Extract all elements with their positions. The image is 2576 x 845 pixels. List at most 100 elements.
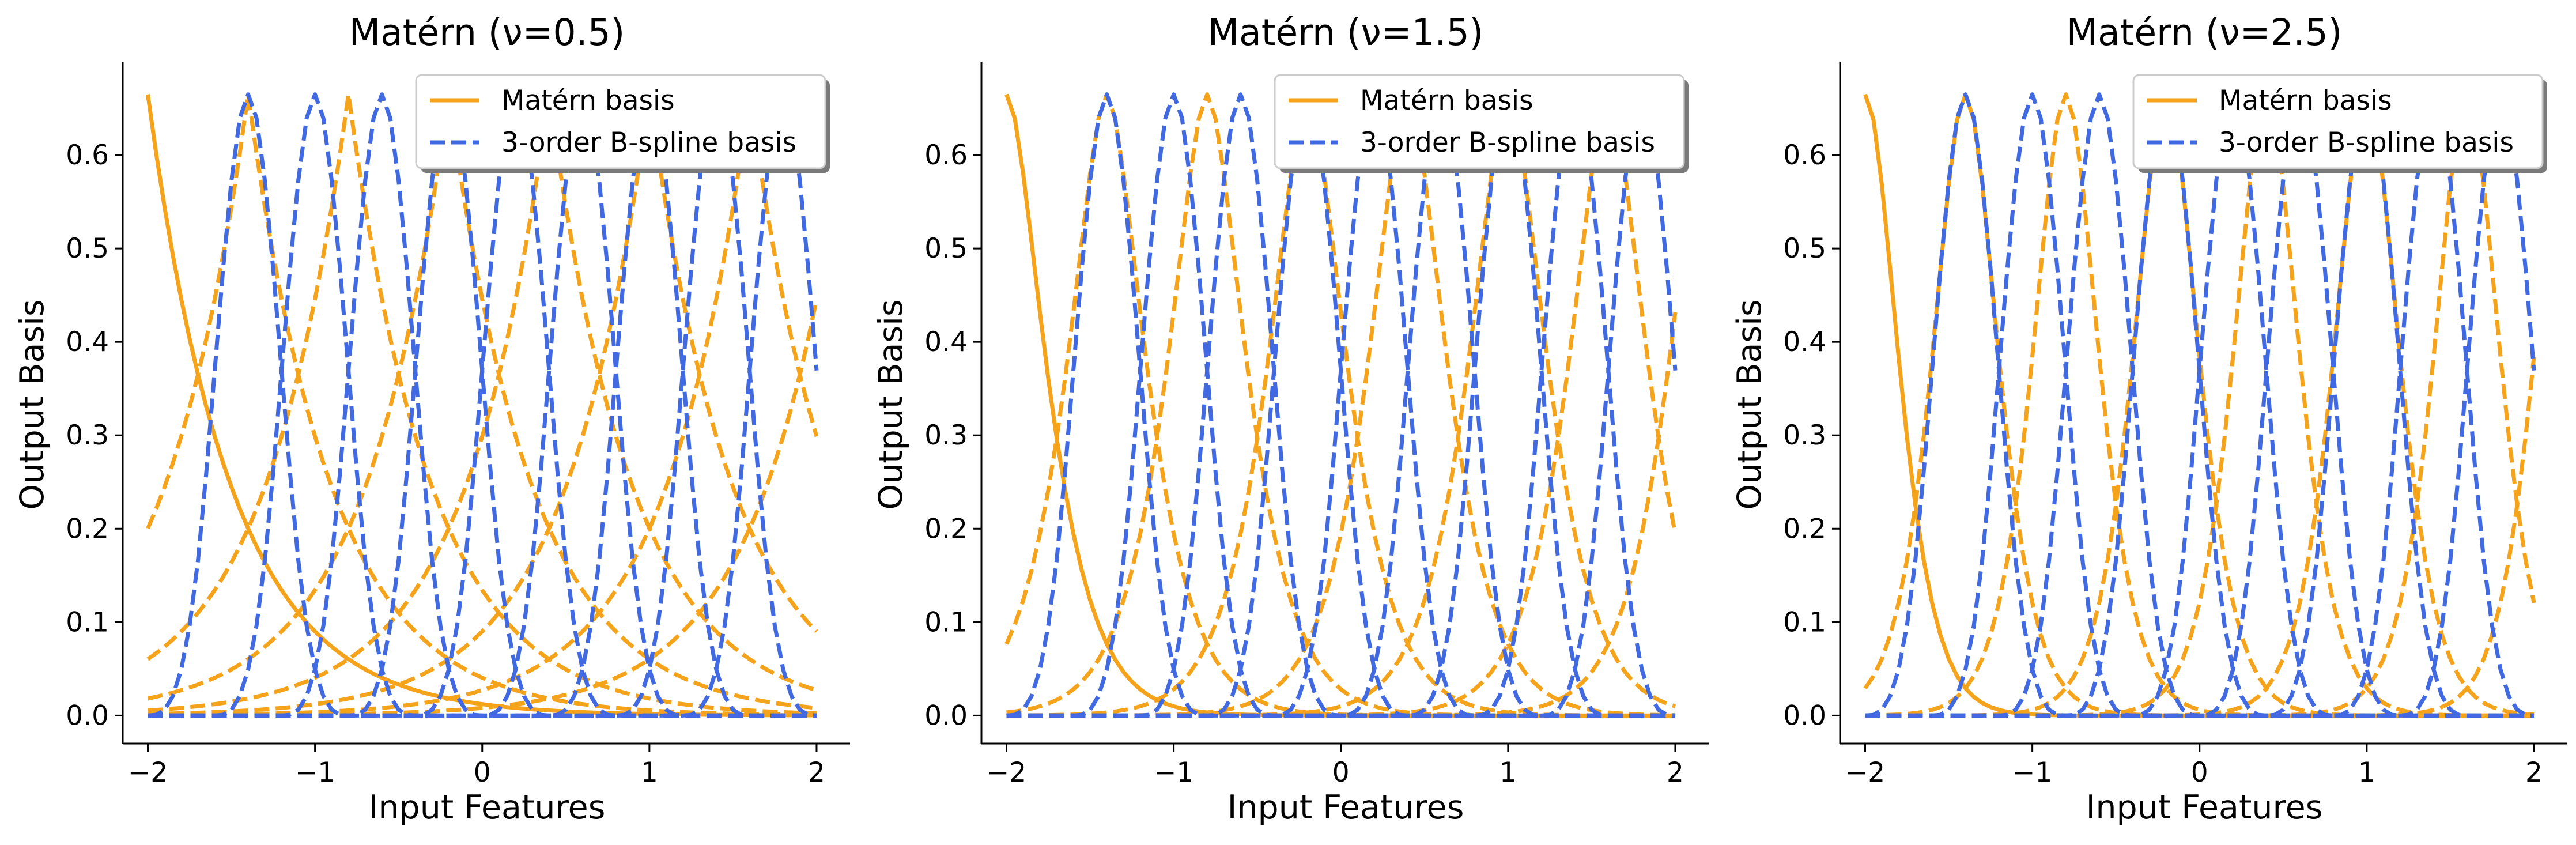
y-tick-label: 0.0 bbox=[1783, 700, 1826, 731]
matern-curve-5 bbox=[148, 92, 818, 716]
x-tick-label: 1 bbox=[1499, 757, 1517, 789]
bspline-curve-3 bbox=[1865, 92, 2534, 718]
legend-box bbox=[1274, 74, 1685, 169]
matern-curve-6 bbox=[148, 92, 819, 718]
chart-svg-nu-0-5: Matérn (ν=0.5) Input Features Output Bas… bbox=[13, 12, 850, 827]
y-tick-label: 0.1 bbox=[66, 606, 109, 638]
bspline-curve-2 bbox=[148, 92, 817, 718]
y-tick-label: 0.5 bbox=[66, 233, 109, 265]
legend-box bbox=[2132, 74, 2544, 169]
y-tick-label: 0.6 bbox=[924, 139, 968, 171]
x-tick-label: −2 bbox=[128, 757, 168, 789]
y-tick-label: 0.1 bbox=[1783, 606, 1826, 638]
matern-curve-4 bbox=[1865, 92, 2534, 718]
bspline-curve-8 bbox=[1006, 92, 1678, 718]
bspline-curve-6 bbox=[1006, 92, 1675, 718]
bspline-curve-7 bbox=[1006, 92, 1676, 718]
x-tick-label: 2 bbox=[2525, 757, 2543, 789]
y-tick-label: 0.1 bbox=[924, 606, 968, 638]
bspline-curve-4 bbox=[1865, 92, 2534, 718]
bspline-curve-4 bbox=[148, 92, 817, 718]
bspline-curve-7 bbox=[148, 92, 817, 718]
matern-curve-5 bbox=[1865, 92, 2535, 718]
bspline-curve-3 bbox=[148, 92, 817, 718]
x-tick-label: 0 bbox=[2191, 757, 2208, 789]
legend-label-matern: Matérn basis bbox=[2219, 85, 2392, 116]
y-tick-label: 0.3 bbox=[66, 420, 109, 451]
x-tick-label: −2 bbox=[1845, 757, 1885, 789]
bspline-curve-8 bbox=[1865, 92, 2536, 718]
bspline-curve-4 bbox=[1006, 92, 1675, 718]
matern-curve-4 bbox=[148, 92, 818, 712]
x-tick-label: 1 bbox=[641, 757, 658, 789]
x-tick-label: 2 bbox=[808, 757, 825, 789]
matern-curve-0 bbox=[146, 94, 817, 718]
y-tick-label: 0.6 bbox=[66, 139, 109, 171]
matern-curve-2 bbox=[1006, 92, 1675, 718]
y-tick-label: 0.0 bbox=[66, 700, 109, 731]
bspline-curve-6 bbox=[1865, 92, 2534, 718]
y-axis-label: Output Basis bbox=[1731, 299, 1769, 510]
legend-label-bspline: 3-order B-spline basis bbox=[1360, 127, 1655, 159]
x-tick-label: −1 bbox=[295, 757, 335, 789]
y-tick-label: 0.2 bbox=[66, 513, 109, 545]
matern-curve-1 bbox=[1004, 92, 1675, 718]
bspline-curve-1 bbox=[148, 92, 817, 718]
bspline-curve-6 bbox=[148, 92, 817, 718]
y-tick-label: 0.4 bbox=[924, 326, 968, 358]
legend-label-matern: Matérn basis bbox=[1360, 85, 1533, 116]
legend: Matérn basis 3-order B-spline basis bbox=[415, 74, 830, 173]
chart-title: Matérn (ν=1.5) bbox=[1208, 12, 1484, 54]
y-tick-label: 0.4 bbox=[1783, 326, 1826, 358]
y-tick-label: 0.0 bbox=[924, 700, 968, 731]
x-axis-label: Input Features bbox=[369, 789, 606, 827]
y-tick-label: 0.2 bbox=[1783, 513, 1826, 545]
matern-curve-0 bbox=[1863, 93, 2534, 718]
bspline-curve-0 bbox=[1865, 92, 2534, 718]
bspline-curve-3 bbox=[1006, 92, 1675, 718]
chart-panel-nu-1-5: Matérn (ν=1.5) Input Features Output Bas… bbox=[859, 0, 1717, 845]
legend-box bbox=[415, 74, 826, 169]
bspline-curve-5 bbox=[1006, 92, 1675, 718]
chart-svg-nu-2-5: Matérn (ν=2.5) Input Features Output Bas… bbox=[1731, 12, 2567, 827]
matern-curve-4 bbox=[1006, 92, 1676, 718]
curves-group bbox=[1004, 92, 1678, 718]
chart-title: Matérn (ν=0.5) bbox=[349, 12, 625, 54]
curves-group bbox=[146, 92, 819, 718]
matern-curve-6 bbox=[1006, 92, 1678, 718]
matern-curve-2 bbox=[146, 92, 817, 715]
y-axis-label: Output Basis bbox=[872, 299, 910, 510]
x-tick-label: 0 bbox=[1332, 757, 1350, 789]
bspline-curve-5 bbox=[148, 92, 817, 718]
legend: Matérn basis 3-order B-spline basis bbox=[2132, 74, 2547, 173]
matern-curve-6 bbox=[1865, 92, 2536, 718]
matern-curve-2 bbox=[1865, 92, 2534, 718]
y-tick-label: 0.3 bbox=[924, 420, 968, 451]
matern-curve-1 bbox=[146, 92, 817, 717]
legend-label-matern: Matérn basis bbox=[501, 85, 675, 116]
x-tick-label: 2 bbox=[1667, 757, 1684, 789]
legend-label-bspline: 3-order B-spline basis bbox=[2219, 127, 2514, 159]
x-tick-label: 1 bbox=[2358, 757, 2375, 789]
curves-group bbox=[1863, 92, 2536, 718]
legend: Matérn basis 3-order B-spline basis bbox=[1274, 74, 1689, 173]
y-tick-label: 0.6 bbox=[1783, 139, 1826, 171]
x-tick-label: −1 bbox=[1154, 757, 1193, 789]
x-axis-label: Input Features bbox=[1227, 789, 1464, 827]
y-tick-label: 0.4 bbox=[66, 326, 109, 358]
x-tick-label: −2 bbox=[987, 757, 1026, 789]
bspline-curve-8 bbox=[148, 92, 819, 718]
matern-curve-5 bbox=[1006, 92, 1676, 718]
y-tick-label: 0.5 bbox=[924, 233, 968, 265]
y-tick-label: 0.5 bbox=[1783, 233, 1826, 265]
bspline-curve-0 bbox=[1006, 92, 1675, 718]
y-tick-label: 0.3 bbox=[1783, 420, 1826, 451]
chart-svg-nu-1-5: Matérn (ν=1.5) Input Features Output Bas… bbox=[872, 12, 1709, 827]
matern-curve-1 bbox=[1863, 92, 2534, 718]
x-tick-label: 0 bbox=[474, 757, 491, 789]
bspline-curve-5 bbox=[1865, 92, 2534, 718]
matern-curve-3 bbox=[147, 92, 817, 710]
bspline-curve-7 bbox=[1865, 92, 2535, 718]
bspline-curve-2 bbox=[1865, 92, 2534, 718]
bspline-curve-1 bbox=[1006, 92, 1675, 718]
